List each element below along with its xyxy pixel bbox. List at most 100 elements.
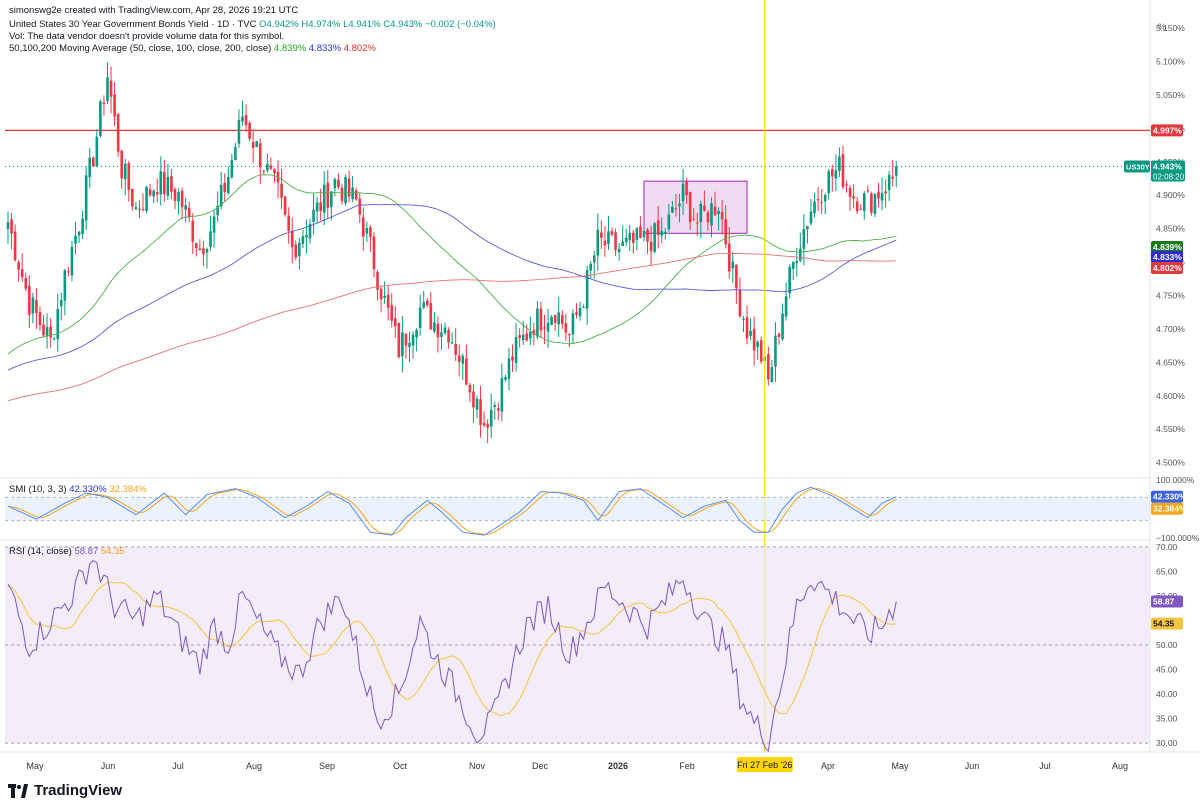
candle-body bbox=[290, 230, 294, 248]
percent-scale-label[interactable]: % bbox=[1158, 22, 1167, 32]
price-tag-countdown: 02:08:20 bbox=[1153, 172, 1185, 181]
time-tick-label: Jun bbox=[965, 761, 980, 771]
candle-body bbox=[223, 182, 227, 193]
byline: simonswg2e created with TradingView.com,… bbox=[9, 5, 298, 17]
rsi-tick-label: 65.00 bbox=[1156, 566, 1178, 576]
candle-body bbox=[148, 189, 152, 196]
candle-body bbox=[582, 306, 585, 308]
candle-body bbox=[504, 377, 507, 380]
rsi-tick-label: 40.00 bbox=[1156, 689, 1178, 699]
candle-body bbox=[319, 202, 322, 212]
candle-body bbox=[191, 220, 195, 242]
candle-body bbox=[603, 240, 607, 246]
candles bbox=[6, 62, 898, 444]
candle-body bbox=[443, 327, 447, 334]
candle-body bbox=[472, 391, 475, 408]
candle-body bbox=[600, 232, 603, 238]
candle-body bbox=[706, 212, 710, 223]
rsi-legend[interactable]: RSI (14, close) 58.87 54.35 bbox=[9, 546, 125, 558]
price-tag-symbol-bg bbox=[1124, 160, 1150, 173]
candle-body bbox=[344, 177, 347, 204]
smi-legend[interactable]: SMI (10, 3, 3) 42.330% 32.384% bbox=[9, 484, 147, 496]
candle-body bbox=[248, 122, 251, 139]
candle-body bbox=[749, 330, 752, 336]
candle-body bbox=[74, 235, 77, 244]
candle-body bbox=[63, 270, 67, 301]
candle-body bbox=[457, 355, 461, 362]
candle-body bbox=[713, 206, 717, 216]
candle-body bbox=[685, 181, 688, 196]
candle-body bbox=[84, 175, 88, 221]
candle-body bbox=[209, 231, 212, 247]
candle-body bbox=[862, 193, 866, 211]
candle-body bbox=[251, 142, 255, 148]
candle-body bbox=[365, 228, 369, 234]
time-tick-label: Jul bbox=[172, 761, 184, 771]
candle-body bbox=[617, 248, 621, 253]
ma-tag-0-text: 4.839% bbox=[1153, 242, 1182, 252]
price-tick-label: 5.100% bbox=[1156, 56, 1185, 66]
rsi-tick-label: 45.00 bbox=[1156, 665, 1178, 675]
candle-body bbox=[649, 241, 653, 252]
resistance-tag: 4.997% bbox=[1151, 124, 1183, 137]
candle-body bbox=[770, 367, 774, 383]
symbol-legend[interactable]: United States 30 Year Government Bonds Y… bbox=[9, 19, 496, 31]
consolidation-box bbox=[643, 180, 748, 234]
price-tick-label: 4.500% bbox=[1156, 458, 1185, 468]
candle-body bbox=[216, 205, 219, 216]
candle-body bbox=[141, 209, 145, 211]
candle-body bbox=[450, 342, 454, 344]
candle-body bbox=[855, 201, 859, 211]
candle-body bbox=[429, 303, 433, 330]
candle-body bbox=[894, 166, 898, 176]
candle-body bbox=[610, 231, 614, 235]
smi-signal-tag: 32.384% bbox=[1151, 502, 1187, 515]
time-tick-label: Jul bbox=[1039, 761, 1051, 771]
candle-body bbox=[813, 201, 816, 214]
smi-axis: 100.000% −100.000% bbox=[1156, 475, 1200, 543]
ma50-line bbox=[7, 174, 897, 355]
candle-body bbox=[362, 217, 365, 237]
candle-body bbox=[358, 198, 362, 215]
candle-body bbox=[507, 358, 511, 379]
candle-body bbox=[742, 318, 745, 320]
candle-body bbox=[28, 285, 31, 315]
ma50-legend-value: 4.839% bbox=[273, 43, 307, 54]
candle-body bbox=[873, 194, 877, 214]
candle-body bbox=[88, 157, 92, 178]
crosshair-date-bg bbox=[736, 757, 793, 772]
candle-body bbox=[660, 230, 664, 236]
ma-tag-1: 4.833% bbox=[1151, 251, 1183, 263]
candle-body bbox=[703, 205, 706, 211]
candle-body bbox=[500, 378, 504, 412]
candle-body bbox=[397, 322, 401, 358]
candle-body bbox=[273, 168, 276, 174]
candle-body bbox=[795, 261, 799, 264]
candle-body bbox=[198, 248, 202, 251]
candle-body bbox=[482, 422, 486, 426]
brand-footer[interactable]: TradingView bbox=[8, 782, 122, 799]
rsi-ma-tag-bg bbox=[1151, 617, 1183, 630]
time-tick-label: 2026 bbox=[608, 761, 628, 771]
candle-body bbox=[31, 297, 35, 314]
candle-body bbox=[767, 354, 770, 380]
ohlc-change: −0.002 (−0.04%) bbox=[425, 19, 496, 30]
candle-body bbox=[635, 228, 639, 240]
ma-tag-2-bg bbox=[1151, 262, 1183, 274]
smi-signal-legend-value: 32.384% bbox=[109, 484, 147, 495]
volume-legend[interactable]: Vol: The data vendor doesn't provide vol… bbox=[9, 31, 284, 43]
candle-body bbox=[123, 163, 127, 180]
rsi-tick-label: 70.00 bbox=[1156, 542, 1178, 552]
rsi-ma-tag-text: 54.35 bbox=[1153, 619, 1175, 629]
candle-body bbox=[486, 423, 489, 428]
candle-body bbox=[731, 261, 735, 269]
candle-body bbox=[727, 243, 731, 272]
candle-body bbox=[312, 209, 315, 222]
smi-tag-text: 42.330% bbox=[1153, 492, 1187, 502]
rsi-ma-tag: 54.35 bbox=[1151, 617, 1183, 630]
ma-legend[interactable]: 50,100,200 Moving Average (50, close, 10… bbox=[9, 43, 376, 55]
candle-body bbox=[656, 220, 660, 235]
ma200-legend-value: 4.802% bbox=[343, 43, 376, 54]
rsi-ma-line bbox=[7, 581, 897, 717]
